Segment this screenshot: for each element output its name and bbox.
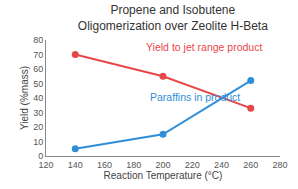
svg-text:20: 20 <box>33 122 43 132</box>
svg-text:240: 240 <box>214 160 229 170</box>
svg-text:10: 10 <box>33 137 43 147</box>
svg-text:Propene and IsobuteneOligomeri: Propene and IsobuteneOligomerization ove… <box>78 3 268 33</box>
svg-text:Paraffins in product: Paraffins in product <box>150 91 240 103</box>
svg-text:180: 180 <box>126 160 141 170</box>
svg-text:70: 70 <box>33 50 43 60</box>
svg-text:30: 30 <box>33 108 43 118</box>
svg-text:40: 40 <box>33 93 43 103</box>
svg-text:160: 160 <box>97 160 112 170</box>
svg-text:50: 50 <box>33 79 43 89</box>
svg-text:220: 220 <box>185 160 200 170</box>
svg-text:80: 80 <box>33 35 43 45</box>
svg-text:Reaction Temperature (°C): Reaction Temperature (°C) <box>104 170 223 181</box>
svg-text:260: 260 <box>243 160 258 170</box>
svg-text:120: 120 <box>38 160 53 170</box>
svg-text:140: 140 <box>68 160 83 170</box>
svg-text:0: 0 <box>38 151 43 161</box>
svg-text:Yield to jet range product: Yield to jet range product <box>146 41 262 53</box>
svg-text:200: 200 <box>155 160 170 170</box>
svg-text:60: 60 <box>33 64 43 74</box>
svg-text:280: 280 <box>272 160 287 170</box>
svg-text:Yield (%mass): Yield (%mass) <box>19 66 30 130</box>
